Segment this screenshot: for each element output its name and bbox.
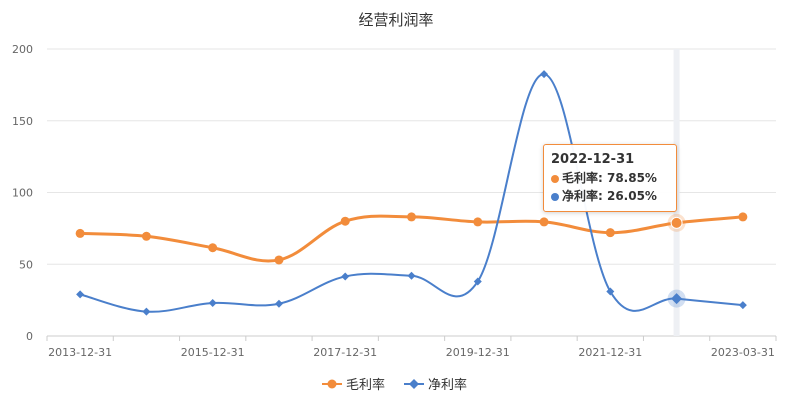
data-point[interactable] <box>142 307 151 316</box>
y-tick-label: 100 <box>12 187 33 200</box>
data-point[interactable] <box>141 231 151 241</box>
tooltip-net-text: 净利率: 26.05% <box>562 189 657 203</box>
data-point[interactable] <box>208 243 218 253</box>
data-point[interactable] <box>539 217 549 227</box>
data-point[interactable] <box>540 70 549 79</box>
legend-label: 毛利率 <box>346 377 385 393</box>
y-tick-label: 50 <box>19 258 33 271</box>
x-axis: 2013-12-31 2015-12-31 2017-12-31 2019-12-31… <box>46 335 777 359</box>
tooltip-row-gross: 毛利率: 78.85% <box>551 169 669 187</box>
data-point[interactable] <box>75 228 85 238</box>
legend-label: 净利率 <box>428 377 467 393</box>
y-axis: 0 50 100 150 200 <box>12 43 33 343</box>
legend-item-1[interactable]: 毛利率 <box>322 377 385 393</box>
tooltip-date: 2022-12-31 <box>551 152 635 167</box>
y-tick-label: 0 <box>26 330 33 343</box>
x-tick-label: 2021-12-31 <box>578 346 642 359</box>
data-point[interactable] <box>473 217 483 227</box>
legend-marker <box>409 379 419 389</box>
tooltip-dot-gross <box>551 174 559 183</box>
chart-title: 经营利润率 <box>358 11 433 29</box>
tooltip-dot-net <box>551 192 559 201</box>
x-tick-label: 2017-12-31 <box>313 346 377 359</box>
data-point[interactable] <box>473 277 482 286</box>
y-tick-label: 200 <box>12 43 33 56</box>
data-point[interactable] <box>407 212 416 222</box>
legend-item-2[interactable]: 净利率 <box>404 377 467 393</box>
data-point[interactable] <box>274 255 284 265</box>
legend-marker <box>327 379 337 389</box>
data-point[interactable] <box>407 271 416 280</box>
tooltip-gross-text: 毛利率: 78.85% <box>562 171 657 185</box>
data-point[interactable] <box>738 301 747 310</box>
series-layer <box>75 70 748 316</box>
data-point[interactable] <box>341 272 350 281</box>
data-point[interactable] <box>76 290 85 299</box>
legend[interactable]: 毛利率 净利率 <box>322 377 467 393</box>
data-point[interactable] <box>605 228 615 238</box>
data-point[interactable] <box>670 216 683 229</box>
data-point[interactable] <box>606 287 615 296</box>
x-tick-label: 2019-12-31 <box>446 346 510 359</box>
x-tick-label: 2013-12-31 <box>48 346 112 359</box>
data-point[interactable] <box>738 212 748 222</box>
y-tick-label: 150 <box>12 115 33 128</box>
data-point[interactable] <box>671 293 683 305</box>
data-point[interactable] <box>208 298 217 307</box>
x-tick-label: 2023-03-31 <box>711 346 775 359</box>
series-line-1 <box>80 214 743 263</box>
x-tick-label: 2015-12-31 <box>181 346 245 359</box>
data-point[interactable] <box>274 299 283 308</box>
grid-lines <box>47 48 776 265</box>
tooltip: 2022-12-31 毛利率: 78.85% 净利率: 26.05% <box>543 144 677 212</box>
data-point[interactable] <box>340 216 350 226</box>
tooltip-row-net: 净利率: 26.05% <box>551 187 669 205</box>
